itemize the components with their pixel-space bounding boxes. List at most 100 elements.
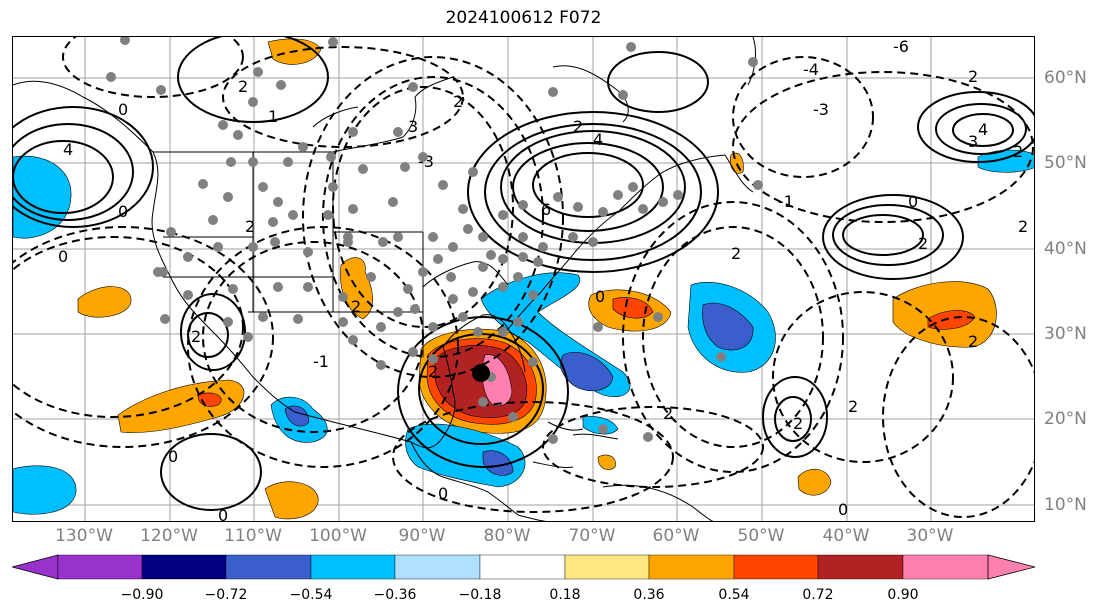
- contour-label: 0: [838, 500, 848, 519]
- pacific-shade-blue-sw: [13, 465, 77, 515]
- atlantic-shade-darkblue-mid: [702, 302, 754, 351]
- colorbar-bin: [394, 554, 481, 580]
- colorbar-bin: [902, 554, 989, 580]
- mexico-shade-orange-s: [264, 481, 319, 520]
- colorbar-extend-low: [12, 554, 59, 580]
- atlantic-shade-orange-ne: [730, 152, 744, 174]
- lat-label: 50°N: [1044, 153, 1087, 173]
- colorbar-bin: [57, 554, 143, 580]
- contour-label: -3: [813, 100, 829, 119]
- colorbar-tick-label: −0.72: [204, 587, 248, 603]
- lat-label: 60°N: [1044, 68, 1087, 88]
- lon-label: 90°W: [398, 526, 446, 546]
- contour-label: 0: [908, 192, 918, 211]
- contour-label: 3: [408, 117, 418, 136]
- contour-label: 6: [541, 200, 551, 219]
- contour-label: 2: [1018, 217, 1028, 236]
- contour-label: 2: [238, 77, 248, 96]
- colorbar-bin: [733, 554, 819, 580]
- lon-label: 60°W: [652, 526, 700, 546]
- colorbar-bin: [479, 554, 566, 580]
- colorbar-bin: [817, 554, 904, 580]
- contour-label: -6: [893, 37, 909, 56]
- colorbar-tick-label: 0.18: [549, 587, 581, 603]
- contour-label: 1: [268, 107, 278, 126]
- colorbar-tick-label: 0.36: [633, 587, 665, 603]
- contour-label: 2: [1013, 142, 1023, 161]
- contour-labels: 2 4 6 4 3 2 0 2 2 2 -6 -4 -3 4 0 0 0 2 2…: [58, 37, 1028, 522]
- contour-label: 2: [793, 414, 803, 433]
- atlantic-shade-blue-ne: [977, 149, 1034, 173]
- contour-label: 2: [968, 67, 978, 86]
- contour-label: 4: [593, 130, 603, 149]
- colorbar-bin: [310, 554, 396, 580]
- map-title: 2024100612 F072: [445, 8, 602, 28]
- lon-label: 100°W: [309, 526, 367, 546]
- contour-label: 2: [191, 327, 201, 346]
- storm-center-marker: [472, 364, 490, 382]
- atlantic-shade-orange-small-e: [797, 469, 832, 496]
- lat-label: 30°N: [1044, 324, 1087, 344]
- contour-label: 2: [573, 117, 583, 136]
- contour-label: 4: [978, 120, 988, 139]
- contour-label: 0: [118, 100, 128, 119]
- colorbar-bin: [141, 554, 227, 580]
- colorbar-tick-label: 0.72: [802, 587, 834, 603]
- lon-label: 80°W: [483, 526, 531, 546]
- lon-label: 120°W: [140, 526, 198, 546]
- lat-label: 40°N: [1044, 239, 1087, 259]
- lon-label: 70°W: [568, 526, 616, 546]
- colorbar-tick-label: −0.90: [120, 587, 164, 603]
- lat-label: 10°N: [1044, 495, 1087, 515]
- contour-label: 2: [663, 404, 673, 423]
- contour-label: 2: [918, 234, 928, 253]
- contours-positive: [13, 37, 1034, 511]
- contour-label: 4: [63, 140, 73, 159]
- colorbar-extend-high: [987, 554, 1035, 580]
- colorbar-tick-label: −0.54: [289, 587, 333, 603]
- mexico-shade-orange: [117, 379, 245, 433]
- contour-label: -1: [313, 352, 329, 371]
- contour-label: 2: [245, 217, 255, 236]
- lon-label: 40°W: [822, 526, 870, 546]
- colorbar: [12, 554, 1035, 580]
- atlantic-shade-darkblue: [560, 351, 614, 392]
- contour-label: 0: [118, 202, 128, 221]
- contour-label: 2: [351, 297, 361, 316]
- contour-label: 0: [58, 247, 68, 266]
- lat-label: 20°N: [1044, 409, 1087, 429]
- contour-label: 0: [438, 484, 448, 503]
- map-panel: 2 4 6 4 3 2 0 2 2 2 -6 -4 -3 4 0 0 0 2 2…: [12, 36, 1035, 522]
- contour-label: 0: [218, 506, 228, 522]
- gulf-storm-shade-pink: [481, 354, 513, 407]
- colorbar-tick-label: 0.90: [887, 587, 919, 603]
- lon-label: 50°W: [737, 526, 785, 546]
- contour-label: 2: [428, 362, 438, 381]
- caribbean-shade-darkblue: [482, 450, 514, 476]
- map-canvas: 2 4 6 4 3 2 0 2 2 2 -6 -4 -3 4 0 0 0 2 2…: [13, 37, 1034, 522]
- colorbar-tick-label: −0.36: [373, 587, 417, 603]
- contour-label: -1: [778, 192, 794, 211]
- pacific-shade-blue-nw: [13, 155, 72, 239]
- atlantic-shade-red: [612, 297, 654, 319]
- contour-label: 2: [731, 244, 741, 263]
- contour-label: 2: [848, 397, 858, 416]
- mexico-shade-darkblue: [284, 405, 310, 427]
- contour-label: 3: [968, 132, 978, 151]
- lon-label: 30°W: [906, 526, 954, 546]
- lon-label: 130°W: [55, 526, 113, 546]
- contour-label: 2: [453, 92, 463, 111]
- lon-label: 110°W: [224, 526, 282, 546]
- contours-negative: [13, 37, 1034, 518]
- colorbar-tick-label: −0.18: [458, 587, 502, 603]
- caribbean-shade-orange-small: [597, 454, 616, 470]
- colorbar-tick-label: 0.54: [718, 587, 750, 603]
- contour-label: -4: [803, 60, 819, 79]
- station-markers: [106, 37, 763, 444]
- colorbar-bin: [564, 554, 650, 580]
- colorbar-bin: [225, 554, 312, 580]
- contour-label: 0: [595, 287, 605, 306]
- colorbar-bin: [648, 554, 735, 580]
- contour-label: 0: [168, 447, 178, 466]
- pacific-shade-orange: [77, 286, 132, 318]
